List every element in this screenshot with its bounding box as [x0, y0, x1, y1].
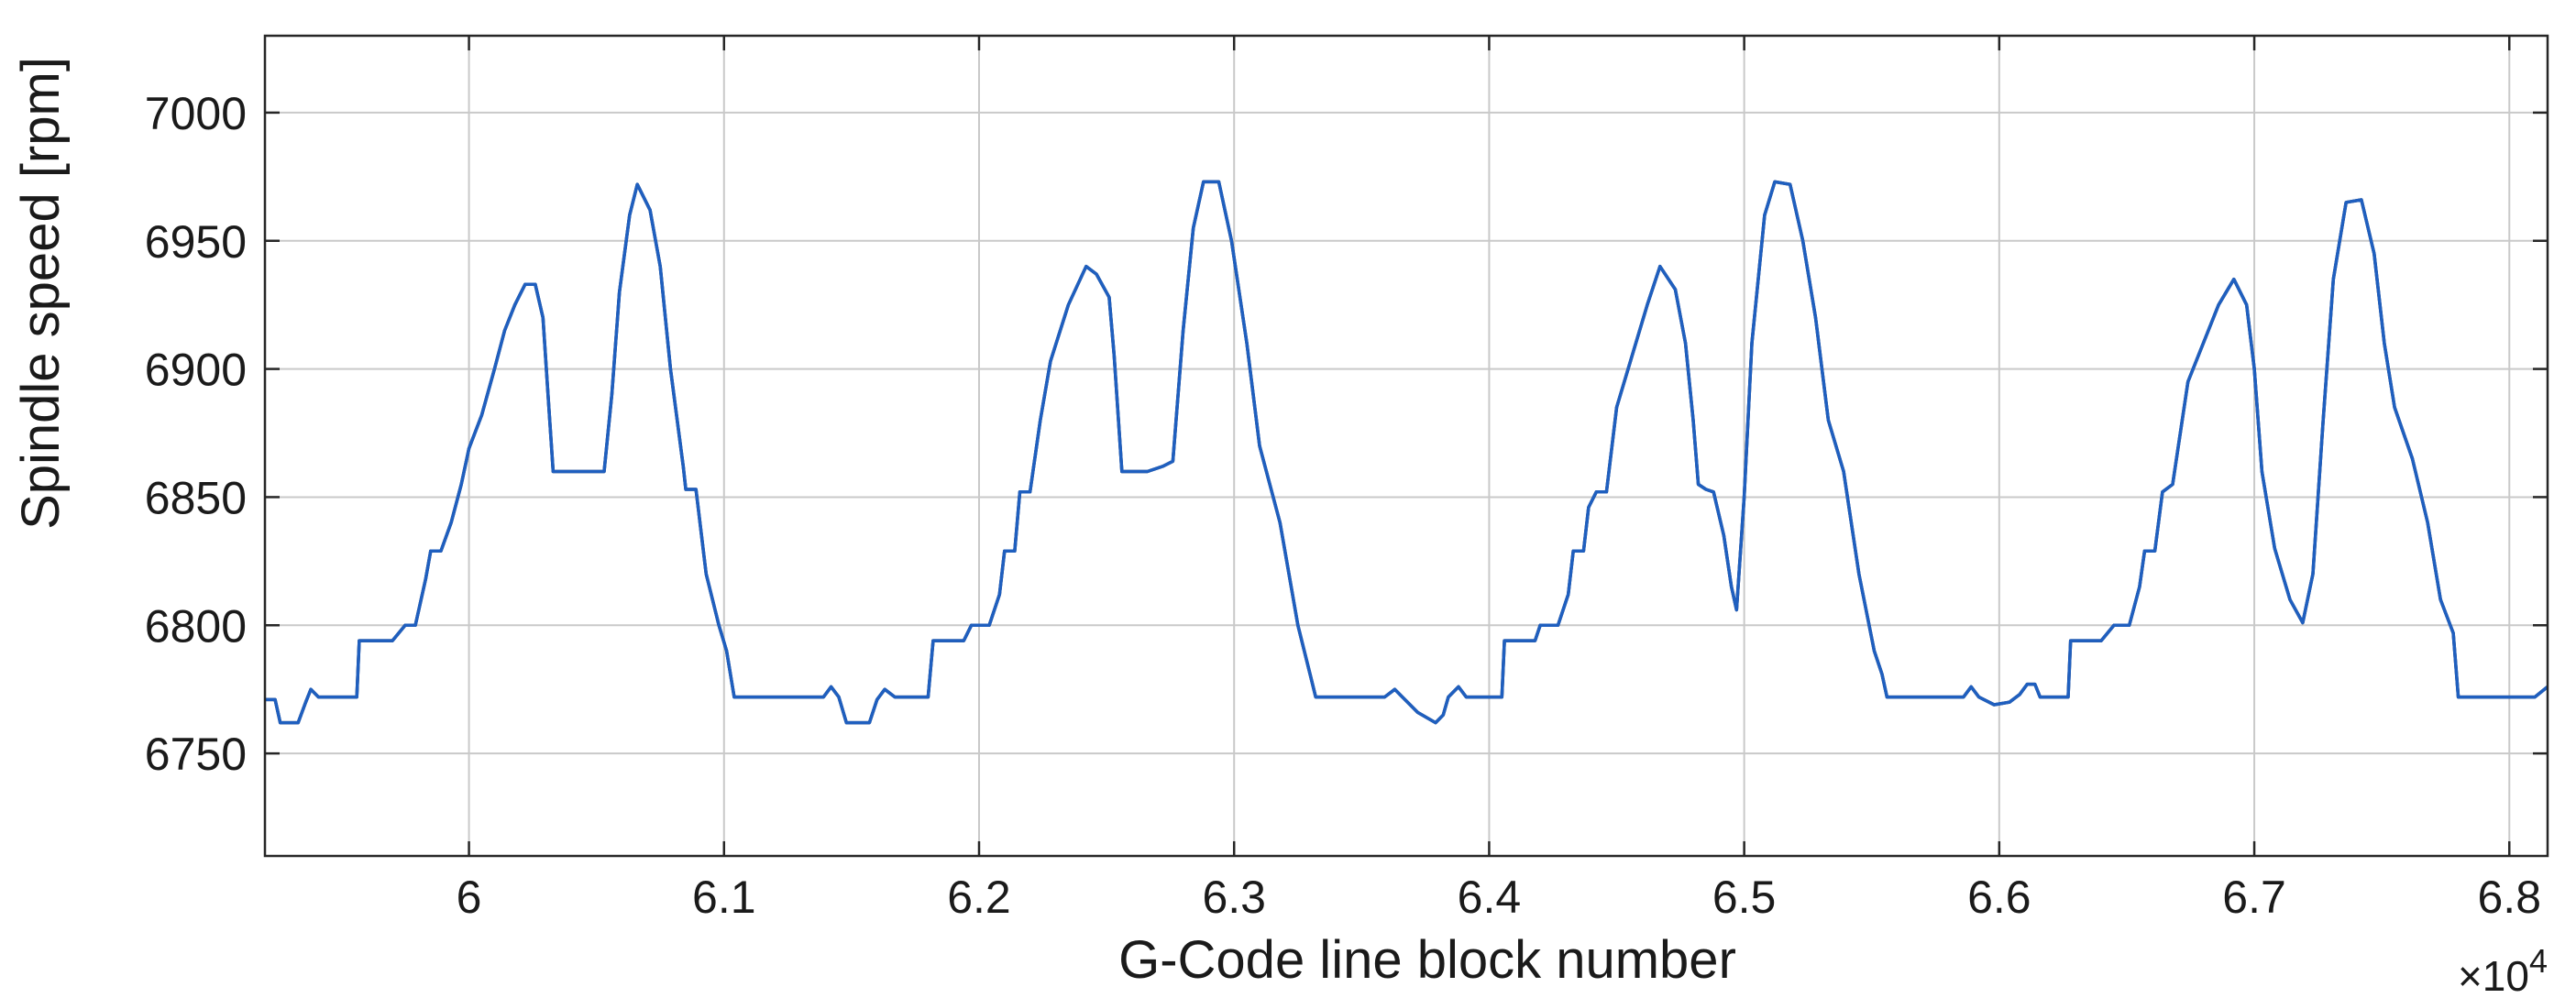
- x-tick-label: 6.7: [2222, 872, 2286, 923]
- x-multiplier-base: ×10: [2458, 952, 2529, 998]
- x-tick-label: 6.8: [2478, 872, 2542, 923]
- grid-lines: [265, 36, 2548, 856]
- x-tick-label: 6.6: [1967, 872, 2031, 923]
- x-axis-multiplier: ×104: [2458, 942, 2548, 998]
- x-tick-label: 6.1: [692, 872, 756, 923]
- y-tick-label: 6850: [145, 472, 247, 523]
- data-series-line: [265, 180, 2549, 725]
- y-tick-label: 6800: [145, 600, 247, 652]
- x-multiplier-exponent: 4: [2529, 942, 2548, 980]
- plot-background: [265, 36, 2548, 856]
- y-tick-label: 6750: [145, 729, 247, 780]
- tick-marks: [265, 36, 2548, 856]
- x-tick-label: 6.3: [1202, 872, 1266, 923]
- y-tick-label: 6950: [145, 216, 247, 268]
- y-tick-label: 6900: [145, 345, 247, 396]
- x-tick-label: 6.2: [947, 872, 1011, 923]
- x-tick-label: 6.5: [1712, 872, 1777, 923]
- series-line: [265, 180, 2549, 725]
- plot-frame: [263, 34, 2549, 858]
- y-tick-label: 7000: [145, 88, 247, 139]
- x-tick-label: 6: [457, 872, 482, 923]
- axes-box: [263, 34, 2549, 858]
- x-axis-label: G-Code line block number: [1118, 930, 1736, 990]
- y-axis-label: Spindle speed [rpm]: [11, 57, 71, 530]
- x-tick-labels: 6 6.1 6.2 6.3 6.4 6.5 6.6 6.7 6.8: [457, 872, 2541, 923]
- x-tick-label: 6.4: [1458, 872, 1522, 923]
- y-tick-labels: 6750 6800 6850 6900 6950 7000: [145, 88, 247, 780]
